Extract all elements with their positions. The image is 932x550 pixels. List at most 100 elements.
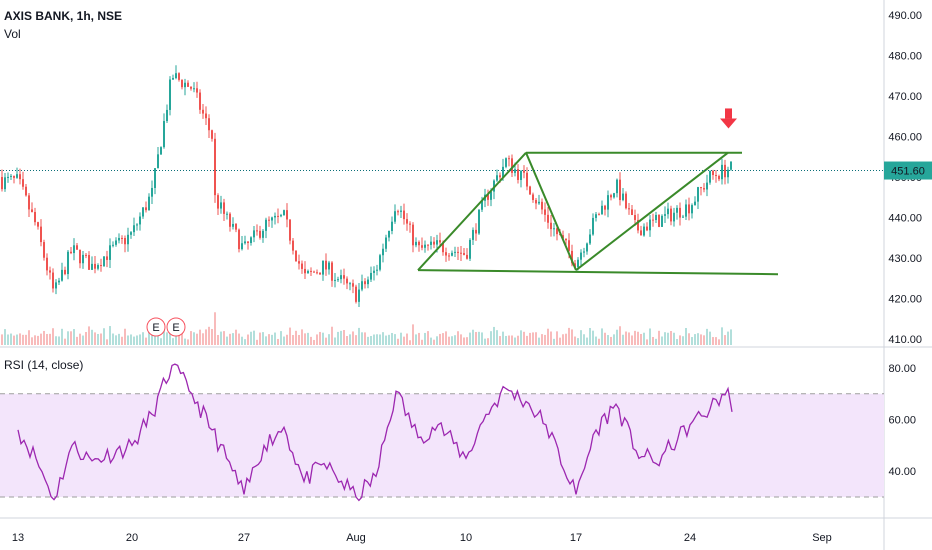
candle-body bbox=[25, 186, 27, 196]
volume-bar bbox=[58, 336, 60, 345]
volume-bar bbox=[331, 326, 333, 345]
candle-body bbox=[505, 158, 507, 167]
candle-body bbox=[130, 232, 132, 235]
earnings-marker-2[interactable]: E bbox=[166, 317, 186, 337]
candle-body bbox=[4, 177, 6, 190]
volume-bar bbox=[115, 335, 117, 345]
volume-bar bbox=[472, 329, 474, 345]
volume-bar bbox=[100, 333, 102, 345]
volume-bar bbox=[511, 335, 513, 345]
candle-body bbox=[190, 86, 192, 89]
volume-bar bbox=[145, 337, 147, 345]
candle-body bbox=[49, 270, 51, 273]
candle-body bbox=[421, 245, 423, 248]
volume-bar bbox=[136, 335, 138, 345]
candle-body bbox=[664, 214, 666, 216]
earnings-marker-1[interactable]: E bbox=[146, 317, 166, 337]
volume-bar bbox=[607, 335, 609, 345]
volume-bar bbox=[514, 337, 516, 345]
volume-bar bbox=[400, 332, 402, 345]
volume-bar bbox=[712, 337, 714, 345]
volume-bar bbox=[166, 332, 168, 345]
volume-bar bbox=[370, 335, 372, 345]
volume-bar bbox=[670, 331, 672, 345]
volume-bar bbox=[676, 339, 678, 345]
volume-bar bbox=[394, 334, 396, 345]
time-tick-label: 27 bbox=[238, 532, 250, 544]
volume-bar bbox=[367, 336, 369, 345]
symbol-title[interactable]: AXIS BANK, 1h, NSE bbox=[4, 9, 122, 23]
candle-body bbox=[703, 188, 705, 190]
volume-bar bbox=[133, 336, 135, 345]
volume-bar bbox=[43, 330, 45, 345]
volume-bar bbox=[415, 334, 417, 345]
volume-bar bbox=[91, 329, 93, 345]
candle-body bbox=[289, 219, 291, 241]
volume-bar bbox=[268, 334, 270, 345]
candle-body bbox=[94, 263, 96, 269]
volume-bar bbox=[436, 336, 438, 345]
volume-bar bbox=[292, 335, 294, 345]
volume-bar bbox=[724, 335, 726, 345]
volume-bar bbox=[439, 333, 441, 345]
volume-bar bbox=[277, 338, 279, 345]
volume-bar bbox=[79, 333, 81, 345]
rsi-label[interactable]: RSI (14, close) bbox=[4, 358, 83, 372]
candle-body bbox=[106, 256, 108, 260]
candle-body bbox=[334, 279, 336, 281]
candle-body bbox=[220, 202, 222, 209]
volume-bar bbox=[727, 331, 729, 345]
volume-bar bbox=[355, 335, 357, 345]
candle-body bbox=[487, 194, 489, 200]
volume-bar bbox=[25, 334, 27, 345]
candle-body bbox=[457, 251, 459, 253]
candle-body bbox=[286, 210, 288, 220]
volume-bar bbox=[70, 331, 72, 345]
volume-bar bbox=[409, 340, 411, 345]
volume-bar bbox=[562, 334, 564, 345]
candle-body bbox=[661, 215, 663, 227]
candle-body bbox=[655, 214, 657, 221]
volume-label[interactable]: Vol bbox=[4, 27, 21, 41]
volume-bar bbox=[235, 329, 237, 345]
candle-body bbox=[307, 270, 309, 274]
volume-bar bbox=[109, 326, 111, 345]
volume-bar bbox=[568, 327, 570, 345]
candle-body bbox=[520, 170, 522, 180]
volume-bar bbox=[178, 332, 180, 345]
volume-bar bbox=[574, 336, 576, 345]
volume-bar bbox=[181, 331, 183, 345]
candle-body bbox=[598, 214, 600, 216]
candle-body bbox=[76, 245, 78, 250]
candle-body bbox=[91, 263, 93, 270]
candle-body bbox=[280, 215, 282, 217]
annotations bbox=[0, 108, 884, 276]
candle-body bbox=[97, 265, 99, 269]
volume-bar bbox=[583, 334, 585, 345]
volume-bar bbox=[640, 333, 642, 345]
candle-body bbox=[175, 73, 177, 79]
volume-bar bbox=[118, 333, 120, 345]
time-tick-label: 17 bbox=[570, 532, 582, 544]
candle-body bbox=[10, 175, 12, 177]
volume-bar bbox=[553, 338, 555, 345]
volume-bar bbox=[718, 339, 720, 345]
volume-bar bbox=[388, 334, 390, 345]
candle-body bbox=[400, 210, 402, 212]
candle-body bbox=[328, 262, 330, 270]
volume-bar bbox=[76, 336, 78, 345]
volume-bar bbox=[220, 331, 222, 345]
volume-bar bbox=[280, 331, 282, 345]
volume-bar bbox=[418, 332, 420, 345]
volume-bar bbox=[661, 336, 663, 345]
volume-bar bbox=[199, 329, 201, 345]
candle-body bbox=[244, 241, 246, 244]
candle-body bbox=[370, 272, 372, 280]
candle-body bbox=[631, 209, 633, 216]
candle-body bbox=[592, 217, 594, 235]
volume-bar bbox=[625, 331, 627, 345]
candle-body bbox=[70, 251, 72, 254]
candle-body bbox=[268, 219, 270, 221]
volume-bar bbox=[319, 331, 321, 345]
